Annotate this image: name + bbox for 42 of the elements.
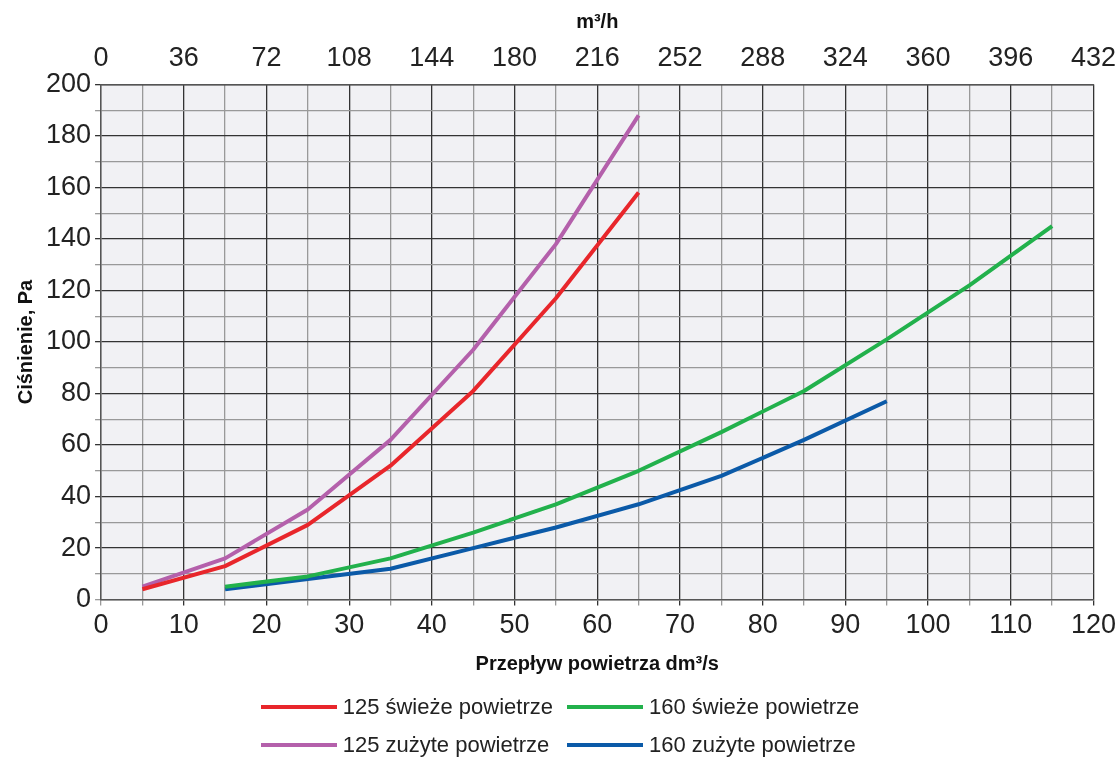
legend-label: 125 zużyte powietrze	[342, 732, 550, 758]
y-tick-label: 180	[45, 119, 92, 150]
y-tick-label: 20	[61, 531, 92, 562]
y-tick-label: 160	[45, 170, 92, 201]
x2-tick-label: 180	[492, 41, 538, 72]
x-tick-label: 120	[1070, 609, 1117, 640]
x-axis-title: Przepływ powietrza dm³/s	[475, 651, 719, 674]
y-tick-label: 80	[61, 376, 92, 407]
x-tick-label: 10	[168, 609, 199, 640]
x2-tick-label: 288	[740, 41, 786, 72]
x-tick-label: 70	[664, 609, 695, 640]
x-tick-label: 30	[334, 609, 365, 640]
legend-label: 125 świeże powietrze	[342, 694, 553, 720]
x2-tick-label: 432	[1070, 41, 1117, 72]
x-tick-label: 60	[582, 609, 613, 640]
x-tick-label: 40	[416, 609, 447, 640]
y-tick-label: 40	[61, 480, 92, 511]
x-tick-label: 110	[989, 609, 1033, 640]
x-tick-label: 80	[747, 609, 778, 640]
x2-axis-title: m³/h	[576, 9, 619, 32]
x2-tick-label: 252	[657, 41, 703, 72]
x-tick-label: 20	[251, 609, 282, 640]
x2-tick-label: 72	[251, 41, 282, 72]
y-tick-label: 120	[45, 273, 92, 304]
y-tick-label: 0	[76, 583, 92, 614]
x2-tick-label: 324	[822, 41, 868, 72]
y-tick-label: 140	[45, 222, 92, 253]
y-tick-label: 200	[45, 67, 92, 98]
x-tick-label: 100	[905, 609, 951, 640]
x-tick-label: 50	[499, 609, 530, 640]
y-tick-label: 100	[45, 325, 92, 356]
x2-tick-label: 144	[409, 41, 455, 72]
x-tick-label: 90	[830, 609, 861, 640]
x2-tick-label: 396	[988, 41, 1034, 72]
y-axis-title: Ciśnienie, Pa	[13, 278, 36, 405]
x2-tick-label: 108	[326, 41, 372, 72]
legend-label: 160 zużyte powietrze	[649, 732, 856, 758]
x2-tick-label: 216	[574, 41, 620, 72]
y-tick-label: 60	[61, 428, 92, 459]
legend-label: 160 świeże powietrze	[649, 694, 860, 720]
x2-tick-label: 36	[168, 41, 199, 72]
x2-tick-label: 360	[905, 41, 951, 72]
